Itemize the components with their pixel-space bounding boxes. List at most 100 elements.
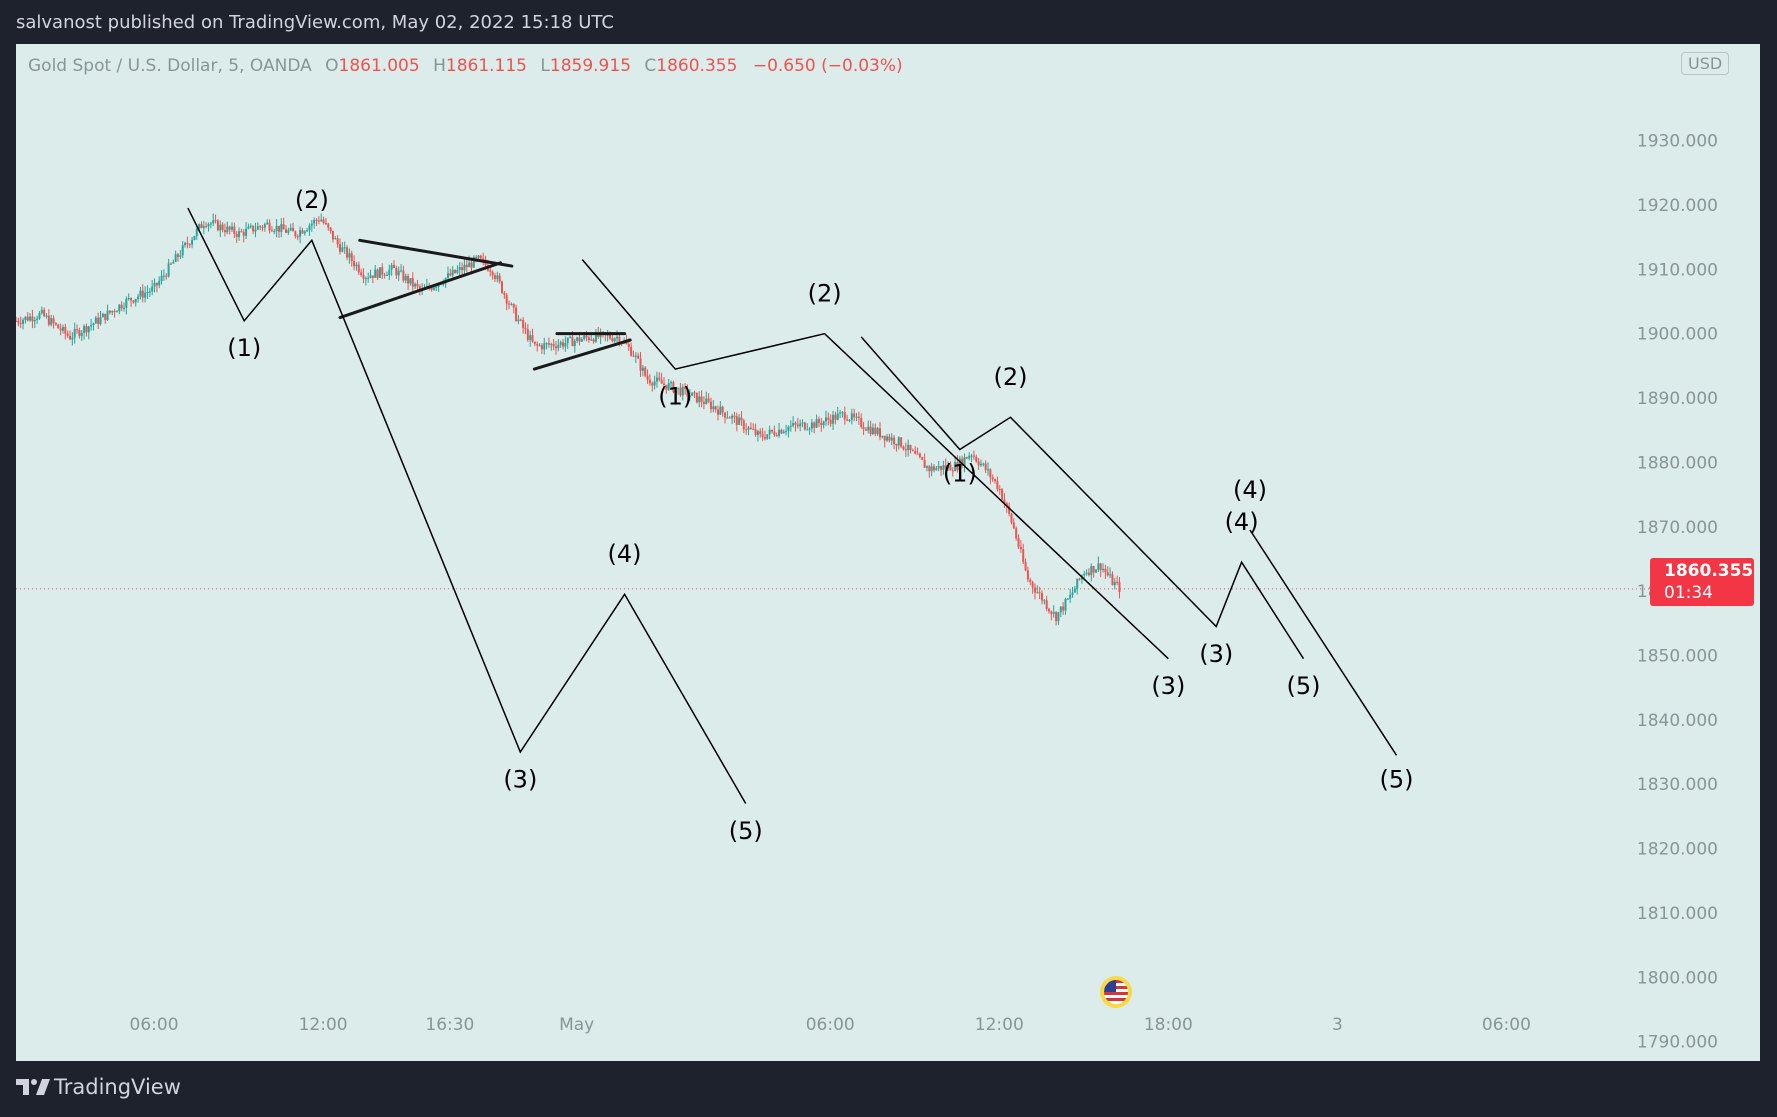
candle-body: [965, 457, 968, 459]
candle-body: [1087, 572, 1090, 575]
candle-body: [132, 300, 135, 303]
tradingview-logo[interactable]: TradingView: [16, 1075, 181, 1099]
candle-body: [594, 332, 597, 342]
candle-body: [627, 343, 630, 347]
candle-body: [254, 229, 257, 232]
candle-body: [1076, 578, 1079, 589]
candle-body: [52, 318, 55, 324]
price-chart[interactable]: 1790.000 1800.000 1810.000 1820.000 1830.000…: [16, 44, 1760, 1061]
candle-body: [252, 225, 255, 232]
candle-body: [911, 450, 914, 452]
candle-body: [113, 310, 116, 312]
symbol-legend[interactable]: Gold Spot / U.S. Dollar, 5, OANDA O1861.…: [28, 56, 903, 76]
candle-body: [801, 422, 804, 424]
x-tick-label: May: [559, 1015, 594, 1035]
candle-body: [357, 264, 360, 273]
candle-body: [1050, 611, 1053, 614]
candle-body: [900, 437, 903, 447]
x-tick-label: 12:00: [299, 1015, 348, 1035]
candle-body: [785, 430, 788, 432]
candle-body: [390, 265, 393, 270]
candle-body: [245, 228, 248, 236]
candle-body: [526, 329, 529, 340]
candle-body: [693, 392, 696, 394]
candle-body: [688, 395, 691, 397]
candle-body: [301, 230, 304, 234]
candle-body: [80, 332, 83, 337]
y-tick-label: 1870.000: [1637, 518, 1718, 538]
candle-body: [958, 458, 961, 471]
candle-body: [188, 244, 191, 246]
candle-body: [1116, 581, 1119, 583]
candle-body: [559, 342, 562, 345]
candle-body: [134, 298, 137, 303]
candle-body: [334, 238, 337, 240]
candle-body: [883, 435, 886, 441]
candle-body: [294, 231, 297, 237]
candle-body: [533, 341, 536, 344]
elliott-wave-path: [581, 259, 1169, 660]
candle-body: [508, 303, 511, 305]
candle-body: [590, 339, 593, 341]
candle-body: [259, 226, 262, 228]
candle-body: [456, 270, 459, 273]
candle-body: [22, 319, 25, 324]
candle-body: [83, 326, 86, 333]
candle-body: [768, 429, 771, 435]
triangle-upper-trendline: [358, 238, 514, 268]
candle-body: [92, 323, 95, 325]
candle-body: [825, 417, 827, 422]
candle-body: [714, 406, 717, 410]
candle-body: [655, 377, 658, 382]
candle-body: [632, 355, 635, 357]
candle-body: [376, 269, 379, 278]
candle-body: [918, 453, 921, 458]
candle-body: [458, 267, 461, 271]
candle-body: [400, 270, 403, 272]
candle-body: [665, 384, 668, 390]
candle-body: [177, 254, 179, 257]
candle-body: [618, 336, 621, 343]
candle-body: [108, 310, 111, 313]
candle-body: [329, 227, 332, 231]
candle-body: [996, 481, 999, 490]
candle-body: [179, 255, 182, 257]
candle-body: [717, 409, 719, 415]
candle-body: [1055, 612, 1058, 622]
y-tick-label: 1880.000: [1637, 453, 1718, 473]
chart-area[interactable]: 1790.000 1800.000 1810.000 1820.000 1830.000…: [16, 44, 1760, 1061]
candle-body: [24, 316, 27, 320]
wave-label: (4): [1225, 508, 1259, 536]
candle-body: [1095, 569, 1097, 573]
candle-body: [1019, 546, 1022, 550]
candle-body: [285, 229, 287, 233]
candle-body: [951, 470, 954, 472]
change-value: −0.650 (−0.03%): [752, 56, 903, 76]
candle-body: [123, 307, 125, 309]
wave-label: (1): [943, 460, 977, 488]
candle-body: [817, 419, 820, 424]
elliott-wave-path: [860, 336, 1305, 660]
candle-body: [794, 423, 797, 425]
currency-button[interactable]: USD: [1681, 52, 1730, 75]
candle-body: [435, 286, 438, 288]
candle-body: [479, 255, 482, 259]
candle-body: [315, 219, 318, 221]
candle-body: [371, 275, 374, 278]
candle-body: [763, 437, 766, 439]
candle-body: [139, 290, 142, 297]
candle-body: [289, 227, 292, 231]
us-flag-event-icon[interactable]: [1100, 976, 1132, 1008]
candle-body: [249, 225, 252, 227]
wave-label: (2): [808, 279, 842, 307]
candle-body: [322, 219, 325, 223]
symbol-name[interactable]: Gold Spot / U.S. Dollar, 5, OANDA: [28, 56, 312, 76]
candle-body: [709, 401, 712, 410]
candle-body: [864, 429, 867, 431]
candle-body: [409, 278, 412, 284]
candle-body: [165, 275, 168, 277]
candle-body: [583, 335, 586, 340]
candle-body: [557, 344, 560, 349]
y-tick-label: 1900.000: [1637, 325, 1718, 345]
candle-body: [1026, 570, 1029, 580]
